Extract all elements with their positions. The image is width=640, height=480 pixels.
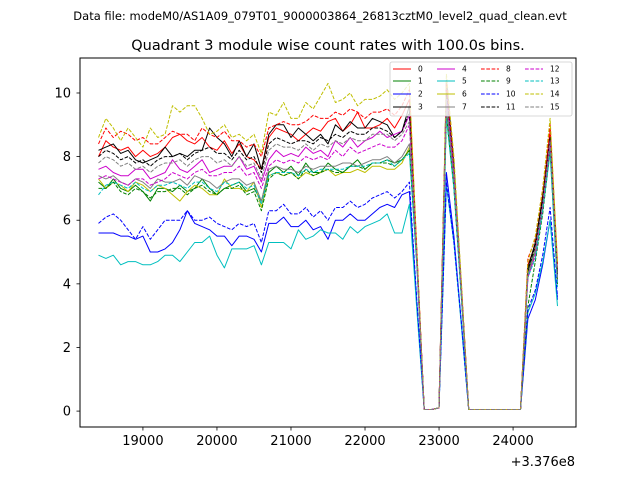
legend-label-7: 7 (462, 103, 467, 112)
chart-title: Quadrant 3 module wise count rates with … (131, 38, 525, 54)
plot-area (79, 57, 577, 428)
x-offset-label: +3.376e8 (511, 455, 575, 470)
series-layer (98, 73, 558, 410)
legend-label-10: 10 (506, 90, 516, 99)
x-tick-label: 23000 (418, 434, 459, 449)
series-line-15 (98, 98, 558, 410)
x-tick-label: 22000 (344, 434, 385, 449)
legend-label-14: 14 (550, 90, 560, 99)
x-tick-label: 21000 (270, 434, 311, 449)
x-axis: 19000 20000 21000 22000 23000 24000 (122, 427, 534, 449)
x-tick-label: 24000 (492, 434, 533, 449)
legend-label-3: 3 (418, 103, 423, 112)
legend-label-0: 0 (418, 65, 423, 74)
legend-label-9: 9 (506, 77, 511, 86)
legend-label-11: 11 (506, 103, 516, 112)
y-tick-label: 2 (63, 341, 71, 356)
legend-label-12: 12 (550, 65, 560, 74)
y-tick-label: 4 (63, 277, 71, 292)
legend-label-2: 2 (418, 90, 423, 99)
legend-label-13: 13 (550, 77, 560, 86)
legend-label-8: 8 (506, 65, 511, 74)
x-tick-label: 19000 (122, 434, 163, 449)
legend-frame (389, 61, 573, 117)
legend-label-15: 15 (550, 103, 560, 112)
series-line-8 (98, 82, 558, 410)
y-tick-label: 6 (63, 214, 71, 229)
legend-label-4: 4 (462, 65, 467, 74)
y-tick-label: 0 (63, 405, 71, 420)
x-tick-label: 20000 (196, 434, 237, 449)
legend-label-6: 6 (462, 90, 467, 99)
series-line-11 (98, 92, 558, 410)
y-tick-label: 10 (54, 86, 71, 101)
legend-label-1: 1 (418, 77, 423, 86)
legend-label-5: 5 (462, 77, 467, 86)
figure-suptitle: Data file: modeM0/AS1A09_079T01_90000038… (73, 9, 567, 23)
axes-frame (79, 57, 577, 428)
y-axis: 0 2 4 6 8 10 (54, 86, 80, 420)
series-line-13 (98, 117, 558, 410)
y-tick-label: 8 (63, 150, 71, 165)
series-line-14 (98, 73, 558, 410)
